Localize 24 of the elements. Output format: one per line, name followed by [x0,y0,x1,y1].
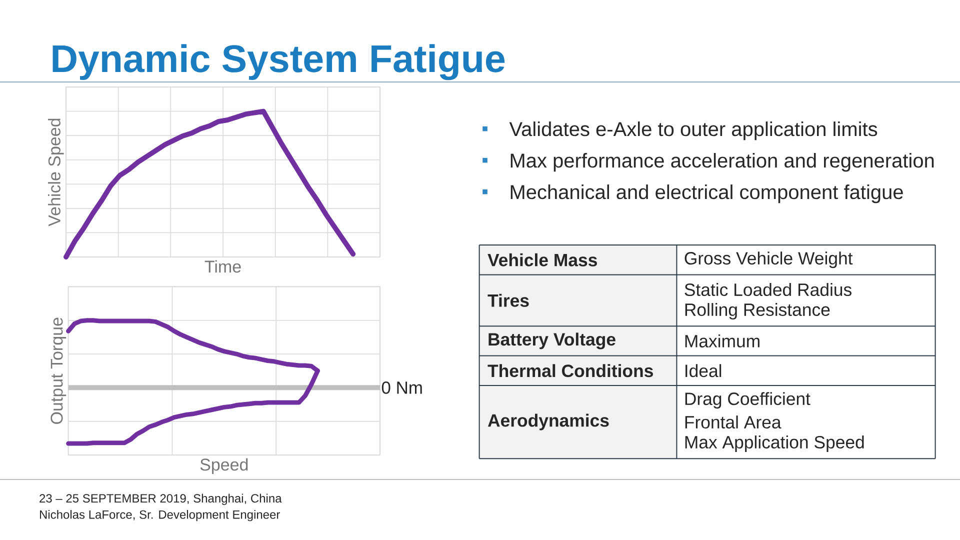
category-label: Static Loaded Radius [684,283,852,296]
x-axis-title: Time [204,260,241,273]
category-label: Rolling Resistance [685,302,830,320]
chart-title: Dynamic System Fatigue [52,44,505,80]
category-label: Vehicle Mass [488,253,597,266]
category-label: Ideal [686,364,722,378]
category-label: Drag Coefficient [685,392,810,409]
category-label: Tires [488,294,529,307]
text: Nicholas LaForce, Sr. Development Engineer [40,510,280,522]
category-label: Thermal Conditions [488,364,653,378]
category-label: Frontal Area [685,416,782,429]
text: Max performance acceleration and regeneration [510,153,934,172]
text: 23 – 25 SEPTEMBER 2019, Shanghai, China [40,494,282,505]
category-label: Gross Vehicle Weight [684,252,853,268]
y-axis-title: Output Torque [50,318,66,424]
ref-line-label: 0 Nm [382,381,422,394]
category-label: Maximum [685,334,760,348]
text: Mechanical and electrical component fatigue [510,184,903,204]
category-label: Aerodynamics [488,414,609,430]
category-label: Battery Voltage [488,332,616,350]
y-axis-title: Vehicle Speed [48,118,64,226]
text: Validates e-Axle to outer application limits [509,122,878,140]
x-axis-title: Speed [200,458,248,474]
category-label: Max Application Speed [685,435,864,452]
